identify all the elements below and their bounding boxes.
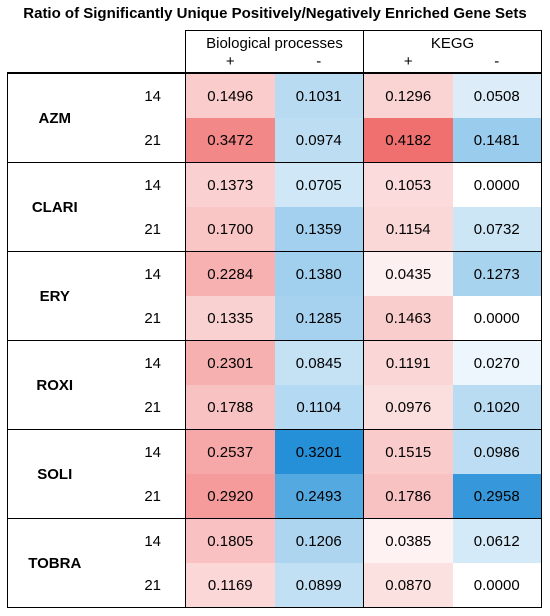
table-row: SOLI 14 0.2537 0.3201 0.1515 0.0986 — [7, 429, 542, 519]
day-label: 21 — [101, 563, 186, 608]
header-blank — [101, 30, 186, 55]
heatmap-cell: 0.1206 — [274, 518, 364, 563]
drug-label: SOLI — [7, 429, 102, 519]
table-row: 21 0.3472 0.0974 0.4182 0.1481 — [8, 118, 542, 163]
drug-label: TOBRA — [7, 518, 102, 608]
heatmap-cell: 0.2284 — [185, 251, 275, 296]
heatmap-cell: 0.1053 — [363, 162, 453, 207]
heatmap-cell: 0.0986 — [452, 429, 542, 474]
heatmap-cell: 0.0705 — [274, 162, 364, 207]
enrichment-table: Biological processes KEGG + - + - AZM 14 0.1496 0… — [7, 30, 542, 608]
heatmap-cell: 0.1380 — [274, 251, 364, 296]
day-label: 14 — [101, 518, 186, 563]
subcolumn-sign-label: + — [403, 53, 413, 70]
heatmap-cell: 0.3472 — [185, 118, 275, 163]
heatmap-cell: 0.1788 — [185, 385, 275, 430]
heatmap-cell: 0.1805 — [185, 518, 275, 563]
heatmap-cell: 0.1020 — [452, 385, 542, 430]
day-label: 14 — [101, 429, 186, 474]
day-label: 21 — [101, 296, 186, 341]
header-blank — [8, 55, 102, 73]
heatmap-cell: 0.0612 — [452, 518, 542, 563]
header-group-row: Biological processes KEGG — [8, 30, 542, 56]
heatmap-cell: 0.1031 — [274, 72, 364, 118]
heatmap-cell: 0.2493 — [274, 474, 364, 519]
day-label: 21 — [101, 385, 186, 430]
header-blank — [8, 31, 102, 56]
heatmap-cell: 0.0899 — [274, 563, 364, 608]
table-row: ERY 14 0.2284 0.1380 0.0435 0.1273 — [7, 251, 542, 341]
day-label: 21 — [101, 207, 186, 252]
heatmap-cell: 0.1786 — [363, 474, 453, 519]
day-label: 21 — [101, 118, 186, 163]
drug-label: AZM — [7, 72, 102, 163]
table-row: 21 0.1335 0.1285 0.1463 0.0000 — [8, 296, 542, 341]
heatmap-cell: 0.1285 — [274, 296, 364, 341]
heatmap-cell: 0.2537 — [185, 429, 275, 474]
day-label: 21 — [101, 474, 186, 519]
heatmap-cell: 0.0508 — [452, 72, 542, 118]
heatmap-cell: 0.1515 — [363, 429, 453, 474]
table-row: TOBRA 14 0.1805 0.1206 0.0385 0.0612 — [7, 518, 542, 608]
heatmap-cell: 0.2920 — [185, 474, 275, 519]
column-group-label: Biological processes — [185, 30, 364, 55]
heatmap-cell: 0.1296 — [363, 72, 453, 118]
heatmap-cell: 0.1481 — [452, 118, 542, 163]
heatmap-cell: 0.1273 — [452, 251, 542, 296]
subcolumn-sign-label: - — [452, 54, 542, 73]
heatmap-cell: 0.1104 — [274, 385, 364, 430]
heatmap-cell: 0.2301 — [185, 340, 275, 385]
day-label: 14 — [101, 162, 186, 207]
table-row: 21 0.1169 0.0899 0.0870 0.0000 — [8, 563, 542, 608]
heatmap-cell: 0.3201 — [274, 429, 364, 474]
heatmap-cell: 0.1359 — [274, 207, 364, 252]
heatmap-cell: 0.0000 — [452, 162, 542, 207]
drug-label: CLARI — [7, 162, 102, 252]
heatmap-cell: 0.1154 — [363, 207, 453, 252]
table-row: 21 0.2920 0.2493 0.1786 0.2958 — [8, 474, 542, 519]
heatmap-cell: 0.0000 — [452, 563, 542, 608]
heatmap-cell: 0.1373 — [185, 162, 275, 207]
heatmap-cell: 0.1463 — [363, 296, 453, 341]
heatmap-cell: 0.2958 — [452, 474, 542, 519]
table-row: 21 0.1700 0.1359 0.1154 0.0732 — [8, 207, 542, 252]
heatmap-cell: 0.0732 — [452, 207, 542, 252]
heatmap-cell: 0.1191 — [363, 340, 453, 385]
table-title: Ratio of Significantly Unique Positively… — [23, 5, 527, 22]
header-sign-row: + - + - — [8, 53, 542, 73]
drug-label: ROXI — [7, 340, 102, 430]
heatmap-cell: 0.1700 — [185, 207, 275, 252]
heatmap-cell: 0.0976 — [363, 385, 453, 430]
subcolumn-sign-label: + — [225, 53, 235, 70]
heatmap-cell: 0.0270 — [452, 340, 542, 385]
heatmap-cell: 0.0385 — [363, 518, 453, 563]
heatmap-cell: 0.0845 — [274, 340, 364, 385]
heatmap-cell: 0.1169 — [185, 563, 275, 608]
table-row: 21 0.1788 0.1104 0.0976 0.1020 — [8, 385, 542, 430]
table-row: ROXI 14 0.2301 0.0845 0.1191 0.0270 — [7, 340, 542, 430]
heatmap-cell: 0.0870 — [363, 563, 453, 608]
heatmap-cell: 0.4182 — [363, 118, 453, 163]
heatmap-cell: 0.0974 — [274, 118, 364, 163]
heatmap-cell: 0.0000 — [452, 296, 542, 341]
day-label: 14 — [101, 72, 186, 118]
heatmap-cell: 0.1496 — [185, 72, 275, 118]
column-group-label: KEGG — [363, 30, 542, 55]
header-blank — [101, 55, 186, 73]
subcolumn-sign-label: - — [274, 54, 364, 73]
day-label: 14 — [101, 251, 186, 296]
table-row: AZM 14 0.1496 0.1031 0.1296 0.0508 — [7, 72, 542, 163]
heatmap-cell: 0.1335 — [185, 296, 275, 341]
heatmap-cell: 0.0435 — [363, 251, 453, 296]
table-row: CLARI 14 0.1373 0.0705 0.1053 0.0000 — [7, 162, 542, 252]
day-label: 14 — [101, 340, 186, 385]
drug-label: ERY — [7, 251, 102, 341]
